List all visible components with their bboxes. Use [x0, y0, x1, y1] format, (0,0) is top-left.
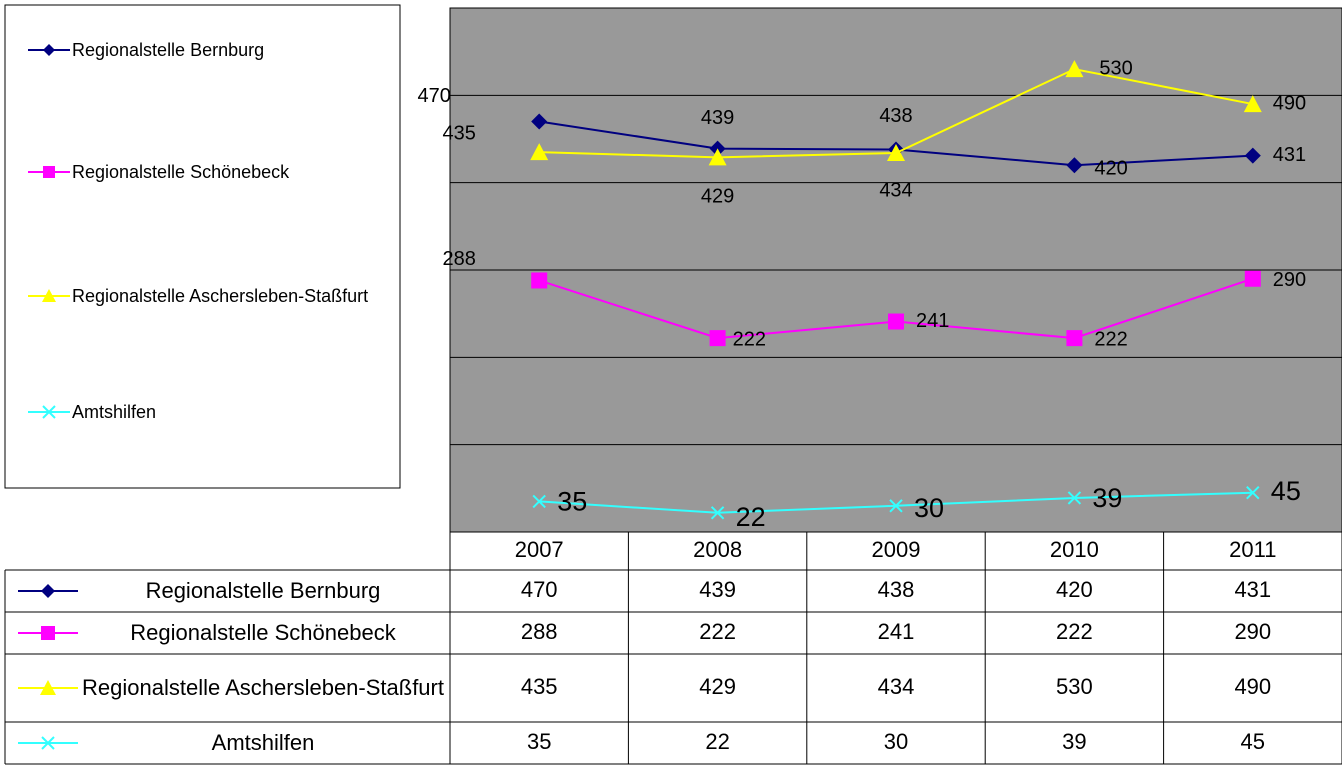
table-cell: 439: [699, 577, 736, 602]
marker: [41, 626, 55, 640]
data-label: 431: [1273, 144, 1306, 166]
marker: [1067, 491, 1082, 505]
table-cell: 530: [1056, 674, 1093, 699]
data-label: 222: [733, 328, 766, 350]
marker: [531, 113, 548, 130]
table-row-label: Regionalstelle Aschersleben-Staßfurt: [82, 675, 444, 700]
marker: [530, 143, 549, 161]
data-label: 530: [1099, 57, 1132, 79]
table-cell: 420: [1056, 577, 1093, 602]
data-label: 22: [736, 502, 766, 532]
table-cell: 431: [1234, 577, 1271, 602]
marker: [710, 506, 725, 520]
table-cell: 490: [1234, 674, 1271, 699]
marker: [42, 289, 56, 302]
marker: [1066, 330, 1083, 347]
legend-label: Regionalstelle Schönebeck: [72, 162, 290, 182]
marker: [887, 143, 905, 161]
table-row-label: Amtshilfen: [211, 730, 315, 755]
table-cell: 39: [1062, 729, 1086, 754]
table-cell: 429: [699, 674, 736, 699]
table-cell: 222: [1056, 619, 1093, 644]
data-label: 30: [914, 493, 944, 523]
marker: [532, 494, 546, 509]
data-label: 438: [879, 105, 912, 127]
data-label: 290: [1273, 269, 1306, 291]
marker: [1243, 95, 1262, 113]
legend-label: Regionalstelle Bernburg: [72, 40, 265, 60]
x-tick-label: 2011: [1229, 537, 1276, 562]
data-label: 39: [1092, 483, 1122, 513]
table-row-label: Regionalstelle Schönebeck: [130, 620, 396, 645]
x-tick-label: 2010: [1050, 537, 1099, 562]
x-tick-label: 2009: [872, 537, 921, 562]
table-row-label: Regionalstelle Bernburg: [145, 578, 381, 603]
data-label: 45: [1271, 476, 1301, 506]
x-tick-label: 2007: [515, 537, 564, 562]
data-label: 470: [418, 85, 451, 107]
marker: [1065, 60, 1084, 78]
marker: [1066, 157, 1083, 174]
marker: [889, 499, 903, 513]
legend-label: Amtshilfen: [72, 402, 157, 422]
table-cell: 45: [1241, 729, 1265, 754]
data-label: 288: [443, 248, 476, 270]
legend: [4, 4, 401, 489]
table-cell: 434: [878, 674, 915, 699]
table-cell: 22: [705, 729, 729, 754]
marker: [43, 166, 55, 178]
marker: [1244, 270, 1261, 287]
table-cell: 241: [878, 619, 915, 644]
table-cell: 288: [521, 619, 558, 644]
marker: [40, 680, 56, 695]
table-cell: 290: [1234, 619, 1271, 644]
table-cell: 435: [521, 674, 558, 699]
data-label: 420: [1094, 157, 1127, 179]
data-label: 490: [1273, 92, 1306, 114]
marker: [42, 405, 56, 419]
data-label: 434: [879, 179, 912, 201]
marker: [41, 736, 55, 750]
data-label: 429: [701, 186, 734, 208]
data-label: 439: [701, 107, 734, 129]
table-cell: 438: [878, 577, 915, 602]
marker: [531, 272, 548, 289]
table-cell: 35: [527, 729, 551, 754]
table-cell: 222: [699, 619, 736, 644]
table-cell: 30: [884, 729, 908, 754]
data-label: 222: [1094, 328, 1127, 350]
marker: [1244, 147, 1261, 164]
data-label: 435: [443, 122, 476, 144]
table-cell: 470: [521, 577, 558, 602]
marker: [708, 148, 727, 166]
marker: [1246, 485, 1260, 500]
data-label: 241: [916, 310, 949, 332]
marker: [41, 584, 55, 598]
marker: [888, 313, 904, 330]
marker: [709, 330, 726, 347]
data-label: 35: [557, 487, 587, 517]
legend-label: Regionalstelle Aschersleben-Staßfurt: [72, 286, 369, 306]
marker: [43, 44, 55, 56]
x-tick-label: 2008: [693, 537, 742, 562]
